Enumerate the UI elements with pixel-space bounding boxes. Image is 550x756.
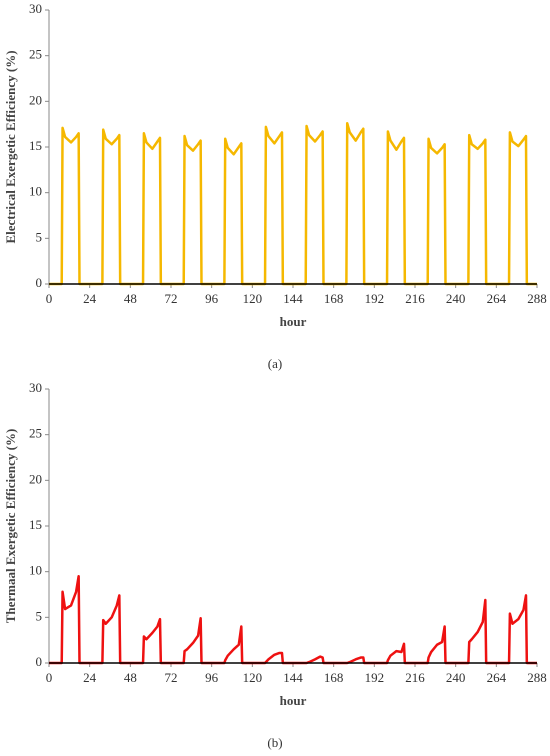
x-tick-label: 24 <box>83 670 97 685</box>
x-tick-label: 168 <box>324 670 344 685</box>
y-tick-label: 30 <box>29 380 42 395</box>
y-tick-label: 30 <box>29 1 42 16</box>
x-tick-label: 0 <box>46 670 53 685</box>
y-axis-label: Thermaal Exergetic Efficiency (%) <box>3 429 18 624</box>
x-tick-label: 240 <box>446 670 466 685</box>
x-tick-label: 216 <box>405 670 425 685</box>
x-tick-label: 24 <box>83 291 97 306</box>
panel-label: (a) <box>268 356 282 371</box>
x-tick-label: 144 <box>283 291 303 306</box>
y-tick-label: 15 <box>29 138 42 153</box>
x-tick-label: 168 <box>324 291 344 306</box>
y-tick-label: 0 <box>36 275 43 290</box>
x-tick-label: 72 <box>165 670 178 685</box>
x-tick-label: 192 <box>365 670 385 685</box>
x-tick-label: 0 <box>46 291 53 306</box>
y-axis-label: Electrical Exergetic Efficiency (%) <box>3 50 18 243</box>
x-tick-label: 240 <box>446 291 466 306</box>
x-tick-label: 48 <box>124 291 137 306</box>
y-tick-label: 10 <box>29 563 42 578</box>
y-tick-label: 10 <box>29 184 42 199</box>
y-tick-label: 5 <box>36 229 43 244</box>
data-line <box>49 574 537 665</box>
x-tick-label: 288 <box>527 670 547 685</box>
x-tick-label: 264 <box>487 670 507 685</box>
x-tick-label: 192 <box>365 291 385 306</box>
data-line <box>49 122 537 286</box>
x-tick-label: 120 <box>243 670 263 685</box>
y-tick-label: 15 <box>29 517 42 532</box>
y-tick-label: 5 <box>36 608 43 623</box>
x-axis-label: hour <box>280 314 307 329</box>
panel-label: (b) <box>267 735 282 750</box>
y-tick-label: 25 <box>29 426 42 441</box>
x-tick-label: 120 <box>243 291 263 306</box>
y-tick-label: 25 <box>29 47 42 62</box>
x-tick-label: 288 <box>527 291 547 306</box>
y-tick-label: 20 <box>29 92 42 107</box>
x-tick-label: 96 <box>205 670 219 685</box>
x-axis-label: hour <box>280 693 307 708</box>
x-tick-label: 216 <box>405 291 425 306</box>
y-tick-label: 0 <box>36 654 43 669</box>
y-tick-label: 20 <box>29 471 42 486</box>
x-tick-label: 96 <box>205 291 219 306</box>
x-tick-label: 144 <box>283 670 303 685</box>
x-tick-label: 264 <box>487 291 507 306</box>
x-tick-label: 72 <box>165 291 178 306</box>
x-tick-label: 48 <box>124 670 137 685</box>
